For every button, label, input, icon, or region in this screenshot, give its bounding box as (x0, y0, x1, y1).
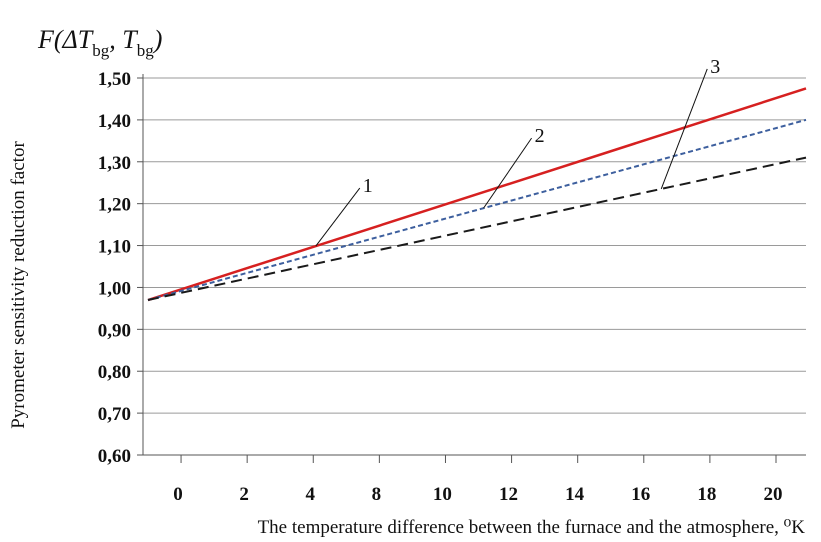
series-label-1: 1 (363, 175, 373, 197)
y-tick-label: 1,50 (98, 69, 131, 90)
x-tick-label: 2 (239, 484, 249, 505)
x-axis-label: The temperature difference between the f… (258, 517, 806, 538)
title-part-main: F(ΔT (37, 25, 94, 54)
x-tick-label: 20 (763, 484, 782, 505)
x-tick-label: 16 (631, 484, 650, 505)
y-axis-label: Pyrometer sensitivity reduction factor (8, 141, 29, 429)
y-tick-label: 1,10 (98, 237, 131, 258)
title-part-end: ) (152, 25, 163, 54)
y-tick-label: 0,80 (98, 362, 131, 383)
y-tick-label: 0,70 (98, 404, 131, 425)
y-tick-label: 1,20 (98, 195, 131, 216)
y-tick-label: 1,40 (98, 111, 131, 132)
title-part-sub2: bg (137, 41, 155, 60)
series-lines (147, 87, 807, 302)
title-part-sub1: bg (92, 41, 110, 60)
series-label-leader (660, 68, 708, 190)
y-tick-label: 1,00 (98, 278, 131, 299)
x-tick-label: 0 (173, 484, 183, 505)
series-label-3: 3 (710, 56, 720, 78)
title-part-mid: , T (109, 25, 138, 54)
y-tick-label: 0,90 (98, 320, 131, 341)
x-tick-label: 12 (499, 484, 518, 505)
chart-title: F(ΔTbg, Tbg) (37, 25, 162, 60)
series-line-3 (147, 156, 807, 301)
x-tick-label: 10 (433, 484, 452, 505)
series-line-1 (147, 87, 807, 302)
x-tick-label: 8 (372, 484, 382, 505)
series-line-2 (147, 118, 807, 301)
series-label-leader (483, 137, 532, 209)
series-labels: 1 2 3 (315, 56, 720, 247)
y-tick-label: 0,60 (98, 446, 131, 467)
x-tick-labels: 0 2 4 8 10 12 14 16 18 20 (173, 484, 782, 505)
gridlines (143, 77, 806, 414)
y-tick-labels: 0,60 0,70 0,80 0,90 1,00 1,10 1,20 1,30 1,40 1,50 (98, 69, 131, 467)
x-tick-label: 18 (697, 484, 716, 505)
series-label-leader (315, 187, 361, 247)
series-label-2: 2 (535, 125, 545, 147)
x-tick-label: 14 (565, 484, 585, 505)
axes (137, 74, 806, 463)
x-tick-label: 4 (305, 484, 315, 505)
y-tick-label: 1,30 (98, 153, 131, 174)
